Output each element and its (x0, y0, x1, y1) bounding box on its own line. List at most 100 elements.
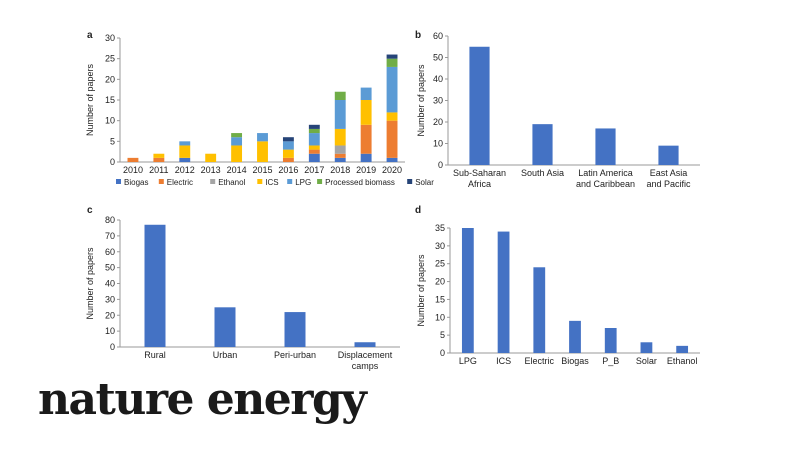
panel-a-x-tick-label: 2015 (252, 165, 272, 175)
bar-d-solar (640, 342, 653, 353)
bar-a-2016-electric (282, 157, 294, 162)
bar-a-2012-biogas (179, 157, 191, 162)
panel-d-y-tick-label: 35 (435, 223, 445, 233)
bar-a-2020-electric (386, 120, 398, 158)
bar-a-2016-lpg (282, 141, 294, 150)
bar-c-displacement-camps (354, 342, 376, 347)
panel-a-x-tick-label: 2013 (201, 165, 221, 175)
panel-b-y-tick-label: 50 (433, 53, 443, 63)
panel-b-y-tick-label: 40 (433, 74, 443, 84)
legend-label-solar: Solar (415, 178, 434, 187)
panel-c-y-tick-label: 50 (105, 263, 115, 273)
bar-a-2020-processed-biomass (386, 58, 398, 67)
panel-c-x-tick-label: Displacement (338, 350, 393, 360)
legend-swatch-biogas (116, 179, 121, 184)
panel-d-y-tick-label: 25 (435, 259, 445, 269)
panel-b-label: b (415, 30, 421, 41)
panel-a-label: a (87, 30, 93, 41)
panel-c-x-tick-label: Rural (144, 350, 166, 360)
panel-a-x-tick-label: 2019 (356, 165, 376, 175)
panel-c-label: c (87, 205, 93, 216)
bar-a-2018-ethanol (334, 145, 346, 154)
bar-a-2019-biogas (360, 153, 372, 162)
panel-b-y-tick-label: 60 (433, 31, 443, 41)
bar-a-2018-processed-biomass (334, 91, 346, 100)
panel-b-x-tick-label: Sub-Saharan (453, 168, 506, 178)
panel-a-x-tick-label: 2017 (304, 165, 324, 175)
bar-a-2012-lpg (179, 141, 191, 146)
bar-a-2016-ics (282, 149, 294, 158)
panel-b-x-tick-label: and Pacific (646, 179, 691, 189)
panel-b-y-tick-label: 30 (433, 96, 443, 106)
panel-d-y-tick-label: 0 (440, 348, 445, 358)
bar-d-ics (497, 231, 510, 353)
bar-b-south-asia (532, 124, 553, 165)
bar-d-ethanol (676, 345, 689, 353)
bar-d-p-b (604, 328, 617, 353)
panel-b-y-title: Number of papers (416, 64, 426, 137)
brand-logo: nature energy (38, 374, 367, 425)
panel-d-y-title: Number of papers (416, 254, 426, 327)
panel-a-x-tick-label: 2020 (382, 165, 402, 175)
panel-d-x-tick-label: Ethanol (667, 356, 698, 366)
panel-b-x-tick-label: Latin America (578, 168, 633, 178)
bar-a-2019-ics (360, 100, 372, 125)
bar-a-2020-solar (386, 54, 398, 59)
panel-a-x-tick-label: 2011 (149, 165, 168, 175)
panel-a-y-tick-label: 0 (110, 157, 115, 167)
panel-c-x-tick-label: Urban (213, 350, 238, 360)
panel-b-y-tick-label: 0 (438, 160, 443, 170)
bar-a-2017-biogas (308, 153, 320, 162)
bar-a-2020-ics (386, 112, 398, 121)
panel-d-y-tick-label: 5 (440, 330, 445, 340)
legend-swatch-ethanol (210, 179, 216, 184)
panel-a-y-tick-label: 5 (110, 136, 115, 146)
panel-d-label: d (415, 205, 421, 216)
bar-a-2018-lpg (334, 100, 346, 129)
bar-d-lpg (461, 228, 474, 353)
bar-a-2011-electric (153, 157, 165, 162)
panel-d-x-tick-label: Solar (636, 356, 657, 366)
bar-a-2011-ics (153, 153, 165, 158)
bar-a-2010-electric (127, 157, 139, 162)
legend-swatch-processed-biomass (317, 179, 323, 184)
bar-a-2018-electric (334, 153, 346, 158)
panel-b-x-tick-label: East Asia (650, 168, 688, 178)
panel-c-x-tick-label: camps (352, 361, 379, 371)
bar-d-biogas (569, 320, 581, 353)
bar-a-2017-processed-biomass (308, 128, 320, 134)
panel-c-y-tick-label: 70 (105, 231, 115, 241)
bar-d-electric (533, 267, 546, 353)
bar-a-2018-ics (334, 128, 346, 146)
bar-a-2015-ics (257, 141, 268, 162)
bar-a-2020-biogas (386, 157, 398, 162)
bar-a-2014-ics (231, 145, 243, 162)
bar-c-peri-urban (284, 312, 306, 347)
panel-d-x-tick-label: Electric (525, 356, 555, 366)
bar-a-2012-ics (179, 145, 191, 158)
bar-a-2020-lpg (386, 66, 398, 113)
panel-d-x-tick-label: Biogas (561, 356, 589, 366)
panel-c-y-tick-label: 40 (105, 279, 115, 289)
legend-label-ics: ICS (265, 178, 278, 187)
legend-label-ethanol: Ethanol (218, 178, 245, 187)
panel-c-y-tick-label: 60 (105, 247, 115, 257)
bar-b-east-asia-and-pacific (658, 145, 679, 165)
bar-a-2016-solar (282, 137, 294, 142)
legend-label-biogas: Biogas (124, 178, 148, 187)
legend-swatch-electric (158, 179, 164, 184)
panel-d-x-tick-label: LPG (459, 356, 477, 366)
panel-d-y-tick-label: 15 (435, 294, 445, 304)
panel-b-x-tick-label: South Asia (521, 168, 564, 178)
panel-c-y-title: Number of papers (85, 247, 95, 320)
bar-c-rural (144, 224, 166, 347)
bar-a-2017-electric (308, 149, 320, 154)
panel-b-y-tick-label: 20 (433, 117, 443, 127)
bar-a-2013-ics (205, 153, 217, 162)
bar-b-latin-america-and-caribbean (595, 128, 616, 165)
bar-a-2017-lpg (308, 133, 320, 146)
panel-b-y-tick-label: 10 (433, 139, 443, 149)
bar-a-2014-lpg (231, 137, 243, 146)
panel-d-y-tick-label: 20 (435, 277, 445, 287)
